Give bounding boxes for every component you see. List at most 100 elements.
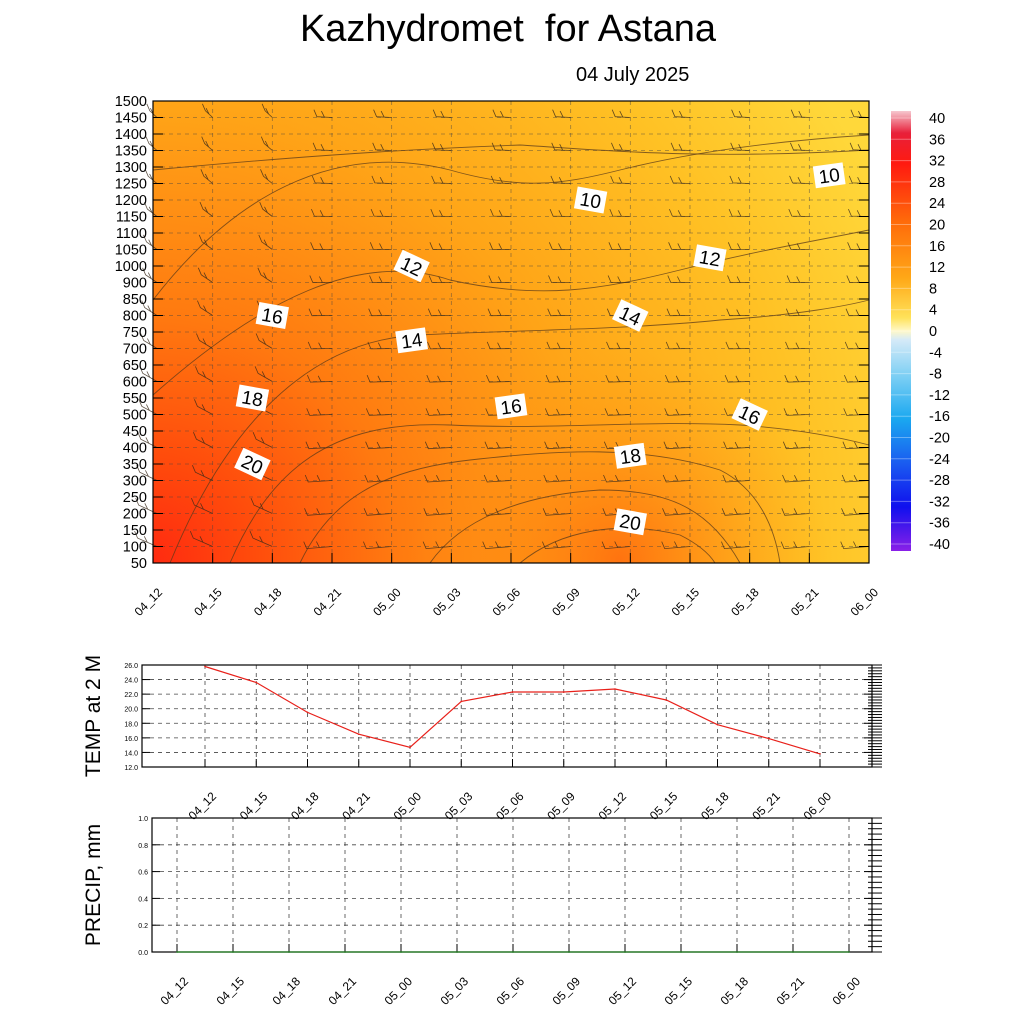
data-point (460, 700, 463, 703)
wind-barb (486, 341, 512, 350)
wind-barb (432, 109, 452, 118)
contour-label: 16 (255, 302, 289, 329)
wind-barb (427, 341, 452, 350)
wind-barb (721, 541, 750, 550)
wind-barb (134, 530, 158, 547)
contour-label-text: 10 (578, 189, 602, 213)
wind-barb (492, 109, 512, 118)
wind-barb (197, 267, 213, 283)
contour-label-bg (613, 442, 647, 469)
contour-label: 10 (573, 186, 608, 214)
data-point (767, 737, 770, 740)
data-point (512, 951, 514, 953)
data-point (306, 711, 309, 714)
isotherm-line (429, 489, 741, 564)
x-tick-label: 04_18 (251, 585, 285, 619)
wind-barb (611, 142, 631, 151)
data-point (624, 951, 626, 953)
wind-barb (785, 308, 810, 317)
plot-frame (151, 817, 873, 953)
wind-barb (542, 541, 571, 550)
data-point (176, 951, 178, 953)
wind-barb (665, 374, 691, 383)
wind-barb (729, 175, 750, 184)
contour-label: 20 (613, 508, 647, 535)
y-tick-label: 1250 (115, 177, 147, 193)
x-tick-label: 04_12 (132, 585, 166, 619)
wind-barb (428, 275, 452, 283)
x-tick-label: 05_21 (774, 974, 808, 1008)
wind-barb (727, 242, 750, 250)
x-tick-label: 05_06 (490, 585, 524, 619)
y-tick-label: 450 (123, 424, 147, 440)
colorbar-label: 8 (929, 281, 937, 297)
wind-barb (544, 408, 571, 416)
wind-barb (261, 103, 273, 118)
x-tick-label: 05_18 (728, 585, 762, 619)
wind-barb (483, 508, 512, 516)
data-point (716, 723, 719, 726)
wind-barb (304, 474, 333, 483)
y-tick-label: 550 (123, 391, 147, 407)
wind-barb (782, 441, 810, 450)
chart-date: 04 July 2025 (576, 64, 690, 86)
data-point (232, 951, 234, 953)
data-point (511, 691, 514, 693)
wind-barb (144, 169, 158, 184)
wind-barb (430, 208, 452, 217)
wind-barb (542, 508, 571, 516)
wind-barb (609, 208, 631, 217)
y-tick-label: 12.0 (124, 765, 138, 772)
colorbar-label: -8 (929, 367, 942, 383)
wind-barb (543, 474, 571, 483)
x-tick-label: 05_00 (370, 585, 404, 619)
isotherm-line (229, 423, 870, 564)
wind-barb (307, 341, 333, 350)
colorbar-label: -12 (929, 388, 950, 404)
wind-barb (487, 308, 512, 317)
y-tick-label: 1500 (115, 94, 147, 110)
colorbar-gradient (891, 111, 911, 551)
y-tick-label: 1.0 (138, 816, 148, 823)
x-tick-label: 05_15 (662, 974, 696, 1008)
wind-barb (309, 275, 332, 283)
wind-barb (366, 374, 392, 383)
x-tick-label: 04_21 (326, 974, 360, 1008)
contour-label-bg (395, 327, 428, 354)
wind-barb (199, 201, 213, 217)
wind-barb (424, 441, 452, 450)
wind-barb (194, 399, 213, 415)
data-point (344, 951, 346, 953)
wind-barb (363, 541, 392, 550)
wind-barb (200, 169, 213, 184)
wind-barb (365, 408, 392, 416)
wind-barb (490, 175, 512, 184)
wind-barb (138, 399, 158, 415)
contour-label-text: 10 (817, 165, 841, 189)
wind-barb (202, 103, 213, 118)
wind-barb (310, 242, 333, 250)
wind-barb (787, 242, 810, 250)
wind-barb (603, 474, 631, 483)
wind-barb (422, 541, 452, 550)
colorbar-label: -28 (929, 473, 950, 489)
contour-label-text: 18 (240, 387, 264, 411)
y-tick-label: 300 (123, 474, 147, 490)
wind-barb (258, 234, 273, 250)
colorbar-label: -20 (929, 431, 950, 447)
wind-barb (372, 142, 392, 151)
wind-barb (304, 508, 333, 516)
data-point (357, 733, 360, 736)
temperature-panel: 12.014.016.018.020.022.024.026.004_12 04_… (82, 655, 882, 823)
data-point (680, 951, 682, 953)
colorbar-label: 32 (929, 154, 945, 170)
wind-barb (663, 441, 691, 450)
wind-barb (664, 408, 691, 416)
wind-barb (661, 541, 691, 550)
wind-barb (136, 465, 158, 481)
y-tick-label: 1000 (115, 259, 147, 275)
wind-barb (370, 208, 392, 217)
y-tick-label: 500 (123, 408, 147, 424)
colorbar-label: 36 (929, 132, 945, 148)
